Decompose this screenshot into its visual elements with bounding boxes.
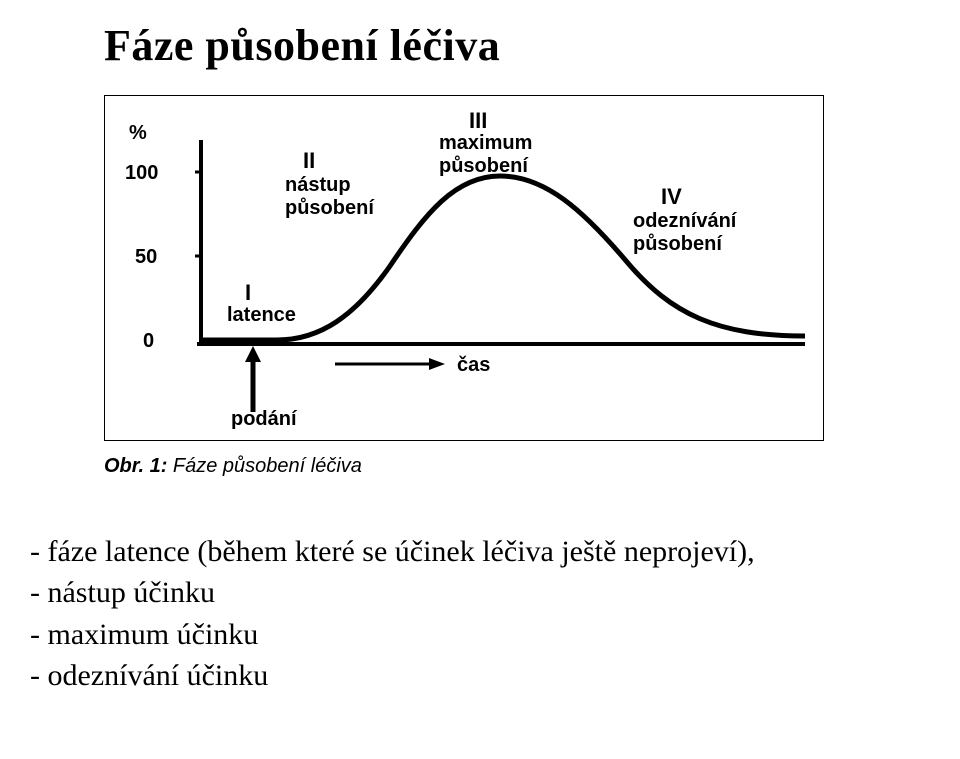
podani-label: podání (231, 408, 297, 431)
bullet-list: - fáze latence (během které se účinek lé… (30, 531, 900, 697)
phase-IV-text: odeznívání působení (633, 210, 736, 256)
y-axis-label: % (129, 122, 147, 145)
phase-II-text: nástup působení (285, 174, 374, 220)
page-title: Fáze působení léčiva (104, 20, 900, 71)
bullet-item: - maximum účinku (30, 614, 900, 655)
x-axis-label: čas (457, 354, 490, 377)
phase-II-roman: II (303, 148, 315, 173)
y-tick-0: 0 (143, 330, 154, 353)
caption-text: Fáze působení léčiva (173, 455, 362, 477)
y-tick-100: 100 (125, 162, 158, 185)
figure-caption: Obr. 1: Fáze působení léčiva (104, 455, 362, 478)
bullet-item: - fáze latence (během které se účinek lé… (30, 531, 900, 572)
phase-I-roman: I (245, 280, 251, 305)
phase-I-text: latence (227, 304, 296, 327)
figure-box: % 100 50 0 (104, 95, 824, 441)
y-tick-50: 50 (135, 246, 157, 269)
bullet-item: - nástup účinku (30, 572, 900, 613)
phase-III-text: maximum působení (439, 132, 532, 178)
phase-IV-roman: IV (661, 184, 682, 209)
caption-prefix: Obr. 1: (104, 455, 173, 477)
figure: % 100 50 0 (104, 95, 824, 485)
phase-III-roman: III (469, 108, 487, 133)
bullet-item: - odeznívání účinku (30, 655, 900, 696)
